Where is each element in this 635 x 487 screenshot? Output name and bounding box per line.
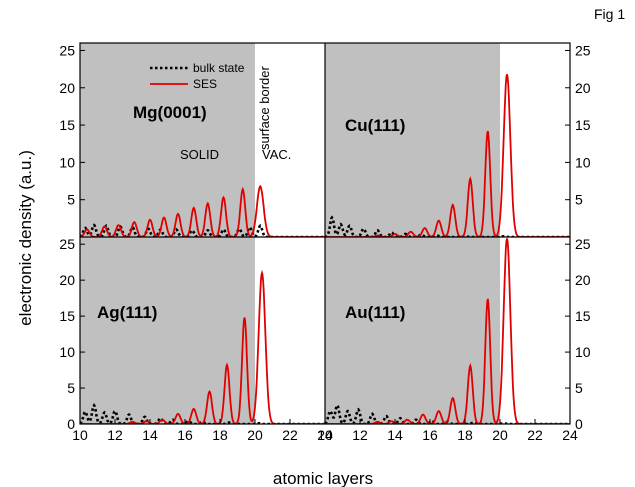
y-tick-label: 15: [59, 308, 75, 324]
x-tick-label: 12: [352, 427, 368, 443]
panel-label: Au(111): [345, 303, 405, 322]
solid-region: [325, 43, 500, 237]
solid-annotation: SOLID: [180, 147, 219, 162]
solid-region: [80, 237, 255, 424]
x-tick-label: 16: [422, 427, 438, 443]
panel-label: Mg(0001): [133, 103, 207, 122]
x-tick-label: 20: [492, 427, 508, 443]
y-tick-label: 5: [575, 192, 583, 208]
y-tick-label: 10: [575, 344, 591, 360]
ses-curve: [325, 74, 570, 237]
y-tick-label: 5: [67, 192, 75, 208]
y-tick-label: 20: [575, 80, 591, 96]
x-axis-title: atomic layers: [273, 469, 373, 487]
x-tick-label: 20: [247, 427, 263, 443]
x-tick-label: 18: [457, 427, 473, 443]
x-tick-label: 10: [317, 427, 333, 443]
y-tick-label: 10: [575, 154, 591, 170]
y-tick-label: 25: [59, 236, 75, 252]
panel-label: Ag(111): [97, 303, 157, 322]
ses-curve: [325, 238, 570, 424]
figure-label: Fig 1: [594, 6, 625, 22]
y-tick-label: 25: [59, 42, 75, 58]
y-tick-label: 10: [59, 344, 75, 360]
y-tick-label: 0: [67, 416, 75, 432]
y-tick-label: 10: [59, 154, 75, 170]
x-tick-label: 14: [142, 427, 158, 443]
plot-area: Mg(0001) SOLID VAC.surface border Cu(111) Ag…: [59, 42, 591, 443]
y-tick-label: 20: [59, 80, 75, 96]
x-tick-label: 18: [212, 427, 228, 443]
x-tick-label: 12: [107, 427, 123, 443]
y-tick-label: 15: [575, 117, 591, 133]
panel-au: Au(111): [325, 237, 570, 424]
y-tick-label: 15: [575, 308, 591, 324]
solid-region: [325, 237, 500, 424]
x-tick-label: 22: [527, 427, 543, 443]
panel-cu: Cu(111): [325, 43, 570, 237]
x-tick-label: 24: [562, 427, 578, 443]
x-tick-label: 14: [387, 427, 403, 443]
y-axis-title: electronic density (a.u.): [16, 150, 35, 326]
y-tick-label: 25: [575, 236, 591, 252]
x-tick-label: 24: [317, 427, 333, 443]
y-tick-label: 20: [575, 272, 591, 288]
y-tick-label: 5: [575, 380, 583, 396]
panel-ag: Ag(111): [80, 237, 325, 424]
y-tick-label: 20: [59, 272, 75, 288]
legend: bulk state SES: [150, 61, 245, 91]
x-tick-label: 16: [177, 427, 193, 443]
y-tick-label: 25: [575, 42, 591, 58]
y-tick-label: 5: [67, 380, 75, 396]
x-tick-label: 22: [282, 427, 298, 443]
panel-mg: Mg(0001) SOLID VAC.surface border: [80, 43, 325, 237]
x-tick-label: 10: [72, 427, 88, 443]
ses-curve: [80, 184, 325, 237]
surface-border-annotation: surface border: [257, 66, 272, 150]
vacuum-annotation: VAC.: [262, 147, 291, 162]
legend-ses-label: SES: [193, 77, 217, 91]
y-tick-label: 0: [575, 416, 583, 432]
y-tick-label: 15: [59, 117, 75, 133]
panel-label: Cu(111): [345, 116, 405, 135]
legend-bulk-label: bulk state: [193, 61, 245, 75]
